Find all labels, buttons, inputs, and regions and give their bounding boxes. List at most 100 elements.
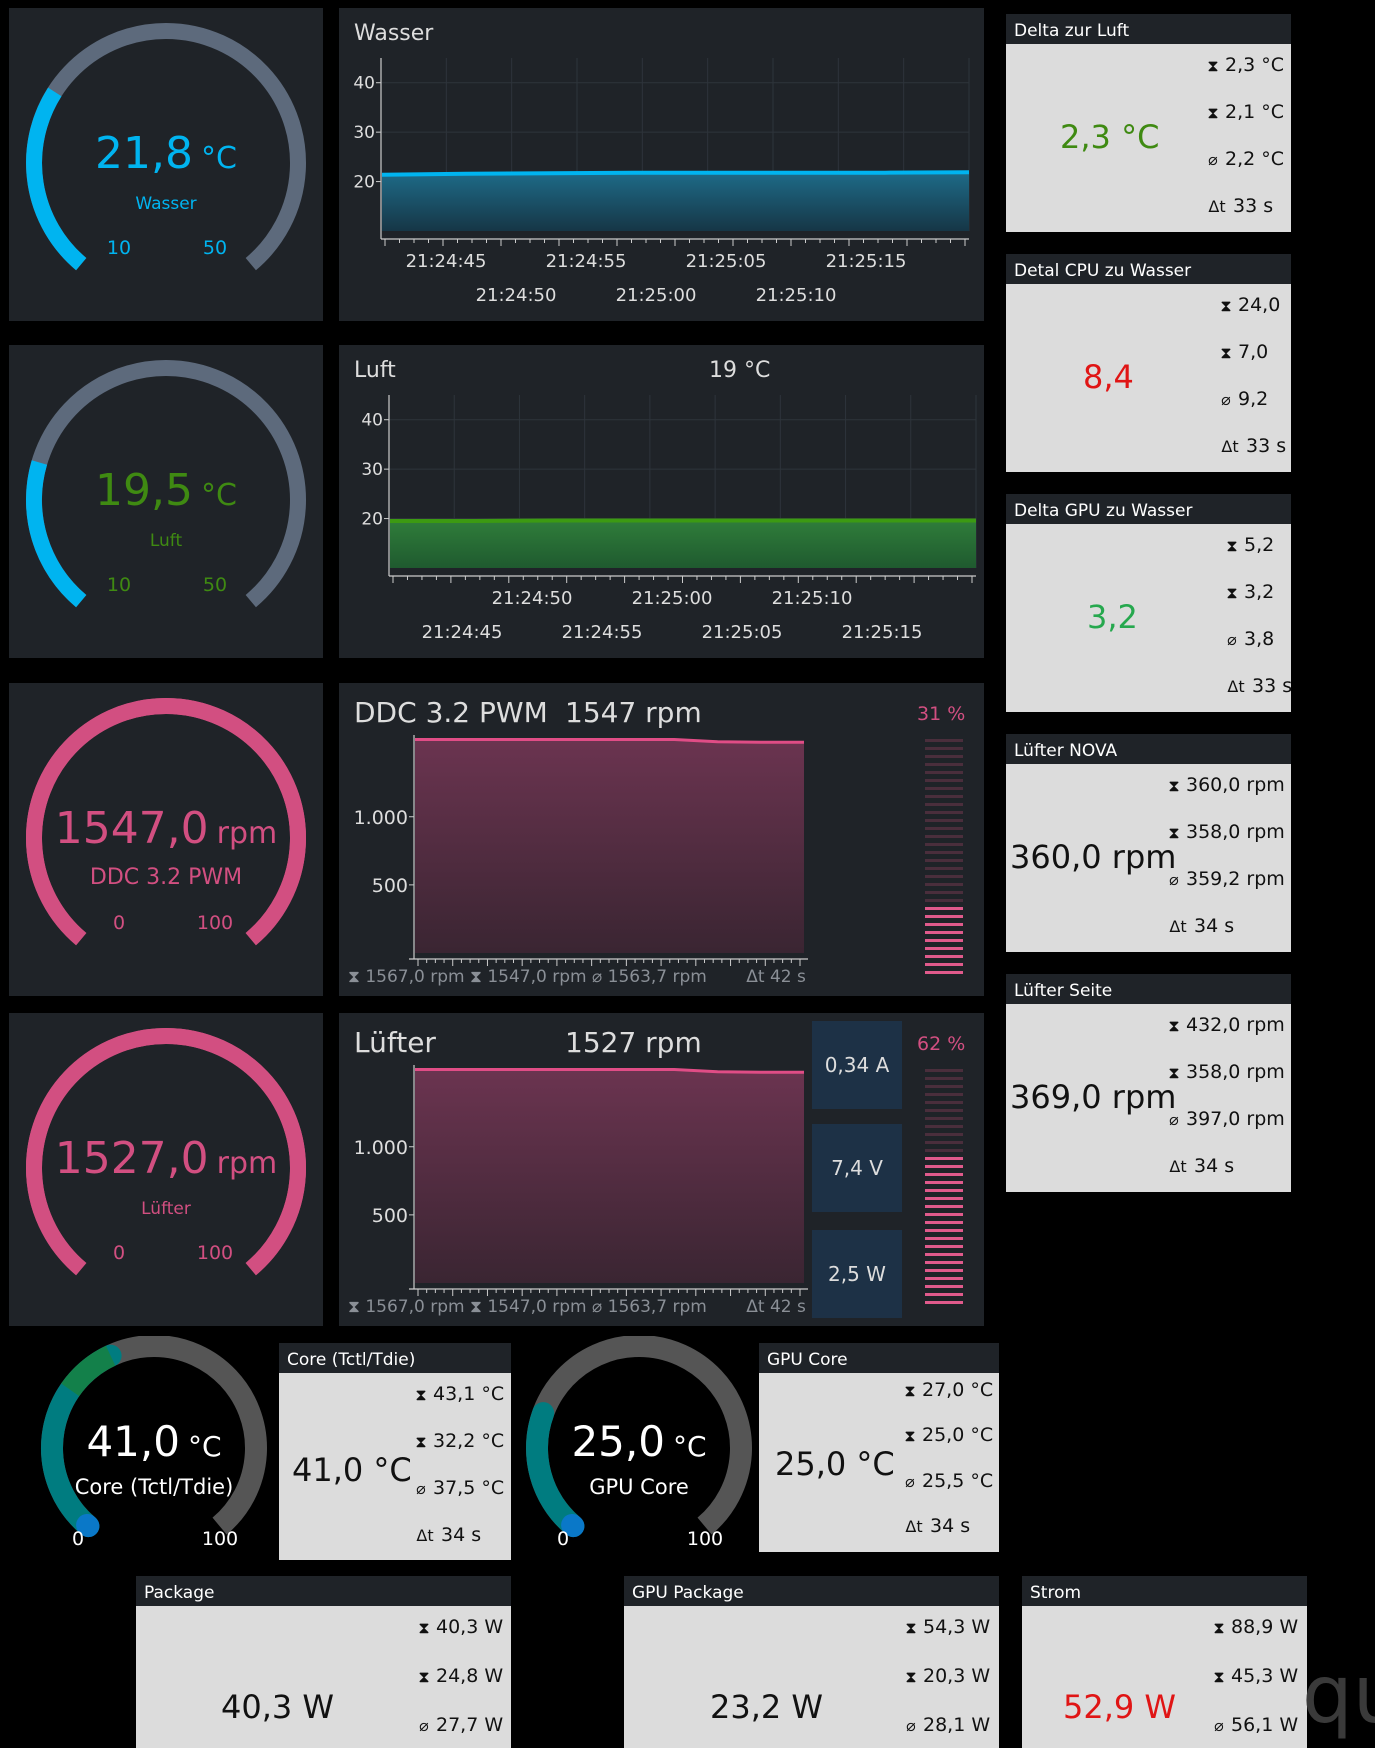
level-bar	[925, 971, 963, 974]
y-tick-label: 500	[372, 875, 408, 897]
gauge-luefter: 1527,0 rpm Lüfter 0 100	[26, 1027, 306, 1276]
y-tick-label: 1.000	[354, 807, 408, 829]
x-tick-label: 21:25:00	[632, 588, 713, 609]
level-bar	[925, 763, 963, 766]
level-bar	[925, 899, 963, 902]
level-bar	[925, 1117, 963, 1120]
average-icon: ⌀	[1169, 870, 1179, 889]
stat-min: 1547,0 rpm	[487, 967, 587, 987]
level-bar	[925, 1141, 963, 1144]
stat-max: 24,0	[1238, 294, 1281, 316]
series-line	[390, 518, 976, 523]
gauge-value-arc-tip	[61, 1345, 116, 1397]
card-delta-luft: Delta zur Luft 2,3 °C ⧗ 2,3 °C ⧗ 2,1 °C ⌀ 2…	[1006, 14, 1291, 232]
gauge-panel-luefter: 1527,0 rpm Lüfter 0 100	[9, 1013, 323, 1326]
stat-avg: 9,2	[1238, 388, 1269, 410]
gauge-min: 10	[107, 237, 131, 259]
gauge-panel-luft: 19,5 °C Luft 10 50	[9, 345, 323, 658]
card-title: Lüfter Seite	[1006, 974, 1291, 1004]
voltage-tile: 7,4 V	[812, 1124, 902, 1212]
gauge-value-arc	[25, 460, 87, 608]
stat-min: 3,2	[1244, 581, 1275, 603]
y-tick-label: 30	[361, 460, 383, 480]
card-delta-cpu: Detal CPU zu Wasser 8,4 ⧗ 24,0 ⧗ 7,0 ⌀ 9,2 …	[1006, 254, 1291, 472]
gauge-min: 0	[557, 1528, 569, 1550]
level-bar	[925, 1149, 963, 1152]
stat-min: 358,0 rpm	[1186, 821, 1285, 843]
chart-subtitle: 19 °C	[709, 358, 770, 383]
gauge-gpucore: 25,0 °C GPU Core 0 100	[526, 1336, 752, 1550]
hourglass-top-icon: ⧗	[905, 1618, 917, 1637]
card-strom: Strom 52,9 W ⧗ 88,9 W ⧗ 45,3 W ⌀ 56,1 W	[1022, 1576, 1307, 1748]
stat-min: 7,0	[1238, 341, 1269, 363]
watermark: qu	[1302, 1648, 1375, 1741]
stat-avg: 397,0 rpm	[1186, 1108, 1285, 1130]
chart-title: Wasser	[354, 21, 434, 46]
level-bar	[925, 915, 963, 918]
stat-dt: 33 s	[1233, 195, 1274, 217]
level-bar	[925, 947, 963, 950]
pump-percent: 31 %	[917, 703, 966, 725]
stat-dt: 42 s	[769, 967, 806, 987]
delta-time-icon: Δt	[1227, 677, 1245, 696]
level-bar	[925, 1269, 963, 1272]
y-tick-label: 20	[353, 173, 375, 193]
chart-title: Lüfter	[354, 1026, 436, 1059]
gauge-value: 41,0 °C	[86, 1417, 221, 1466]
card-title: Delta GPU zu Wasser	[1006, 494, 1291, 524]
level-bar	[925, 963, 963, 966]
stat-dt: 42 s	[769, 1297, 806, 1317]
gauge-value-arc	[26, 697, 306, 946]
card-value: 3,2	[1087, 598, 1138, 636]
y-tick-label: 40	[353, 74, 375, 94]
stat-max: 432,0 rpm	[1186, 1014, 1285, 1036]
level-bar	[925, 891, 963, 894]
gauge-max: 100	[202, 1528, 238, 1550]
chart-stats-ddc: ⧗ 1567,0 rpm ⧗ 1547,0 rpm ⌀ 1563,7 rpm Δ…	[348, 967, 806, 987]
average-icon: ⌀	[1227, 630, 1237, 649]
gauge-max: 100	[687, 1528, 723, 1550]
gauge-min: 10	[107, 574, 131, 596]
card-value: 2,3 °C	[1060, 118, 1160, 156]
card-title: Delta zur Luft	[1006, 14, 1291, 44]
series-line	[415, 1068, 804, 1074]
average-icon: ⌀	[905, 1472, 915, 1491]
stat-min: 45,3 W	[1231, 1665, 1299, 1687]
stat-max: 27,0 °C	[922, 1379, 994, 1401]
hourglass-top-icon: ⧗	[418, 1618, 430, 1637]
stat-min: 2,1 °C	[1225, 101, 1285, 123]
level-bar	[925, 1173, 963, 1176]
stat-max: 1567,0 rpm	[365, 967, 465, 987]
stat-max: 40,3 W	[436, 1616, 504, 1638]
gauge-max: 50	[203, 237, 227, 259]
hourglass-top-icon: ⧗	[348, 967, 360, 987]
gauge-max: 50	[203, 574, 227, 596]
hourglass-bottom-icon: ⧗	[905, 1667, 917, 1686]
stat-avg: 3,8	[1244, 628, 1275, 650]
level-bar	[925, 939, 963, 942]
level-bar	[925, 1221, 963, 1224]
hourglass-top-icon: ⧗	[415, 1385, 427, 1404]
average-icon: ⌀	[1208, 150, 1218, 169]
average-icon: ⌀	[1221, 390, 1231, 409]
level-bar	[925, 931, 963, 934]
hourglass-bottom-icon: ⧗	[904, 1426, 916, 1445]
gauge-min: 0	[113, 912, 125, 934]
x-tick-label: 21:25:05	[686, 251, 767, 272]
hourglass-bottom-icon: ⧗	[469, 1297, 482, 1317]
stat-avg: 2,2 °C	[1225, 148, 1285, 170]
level-bar	[925, 1069, 963, 1072]
y-tick-label: 30	[353, 123, 375, 143]
level-bar	[925, 1213, 963, 1216]
chart-title: Luft	[354, 358, 396, 383]
stat-min: 358,0 rpm	[1186, 1061, 1285, 1083]
chart-stats-luefter: ⧗ 1567,0 rpm ⧗ 1547,0 rpm ⌀ 1563,7 rpm Δ…	[348, 1297, 806, 1317]
gauge-start-cap	[76, 1514, 100, 1538]
level-bar	[925, 1093, 963, 1096]
card-title: GPU Core	[759, 1343, 999, 1373]
level-bar	[925, 1181, 963, 1184]
card-title: GPU Package	[624, 1576, 999, 1606]
gauge-value: 25,0 °C	[571, 1417, 706, 1466]
level-bar	[925, 1285, 963, 1288]
gauge-min: 0	[72, 1528, 84, 1550]
